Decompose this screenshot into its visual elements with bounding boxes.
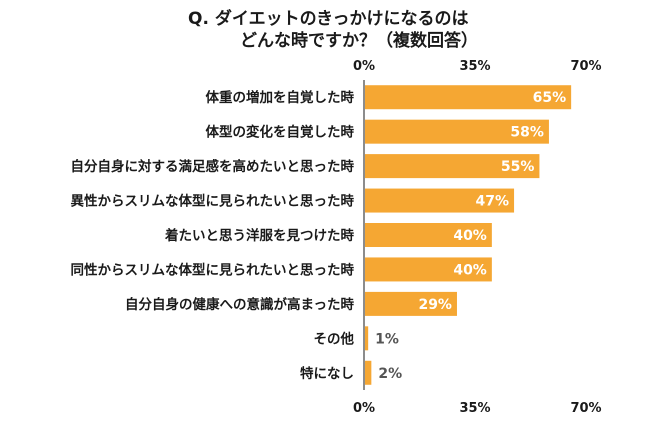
- data-label: 40%: [453, 262, 487, 278]
- bar: [365, 119, 549, 144]
- bar: [365, 360, 372, 385]
- bar: [365, 154, 540, 179]
- data-label: 58%: [510, 125, 544, 141]
- category-label: 着たいと思う洋服を見つけた時: [164, 227, 354, 244]
- data-label: 47%: [476, 194, 510, 210]
- category-label: 自分自身の健康への意識が高まった時: [125, 296, 354, 313]
- data-label: 29%: [418, 297, 452, 313]
- bar: [365, 326, 369, 351]
- bar: [365, 223, 492, 247]
- x-tick-label-top: 35%: [459, 59, 490, 74]
- data-label: 55%: [501, 159, 535, 175]
- x-tick-label-bottom: 0%: [353, 401, 375, 416]
- x-tick-label-bottom: 70%: [570, 401, 601, 416]
- data-label: 1%: [375, 331, 399, 347]
- bar: [365, 257, 492, 282]
- bar: [365, 188, 515, 213]
- category-label: 自分自身に対する満足感を高めたいと思った時: [71, 158, 355, 175]
- x-tick-label-top: 0%: [353, 59, 375, 74]
- category-label: 体型の変化を自覚した時: [206, 124, 355, 141]
- data-label: 65%: [533, 90, 567, 106]
- category-label: 体重の増加を自覚した時: [206, 89, 355, 106]
- category-label: 同性からスリムな体型に見られたいと思った時: [71, 261, 355, 278]
- chart-title-line-1: Q. ダイエットのきっかけになるのは: [188, 9, 469, 29]
- data-label: 2%: [378, 366, 402, 382]
- category-label: 特になし: [300, 365, 354, 382]
- x-tick-label-top: 70%: [570, 59, 601, 74]
- category-label: 異性からスリムな体型に見られたいと思った時: [71, 193, 355, 210]
- chart-title-line-2: どんな時ですか？（複数回答）: [240, 31, 478, 51]
- bar: [365, 85, 572, 110]
- category-label: その他: [314, 330, 355, 347]
- bar: [365, 291, 457, 316]
- data-label: 40%: [453, 228, 487, 244]
- x-tick-label-bottom: 35%: [459, 401, 490, 416]
